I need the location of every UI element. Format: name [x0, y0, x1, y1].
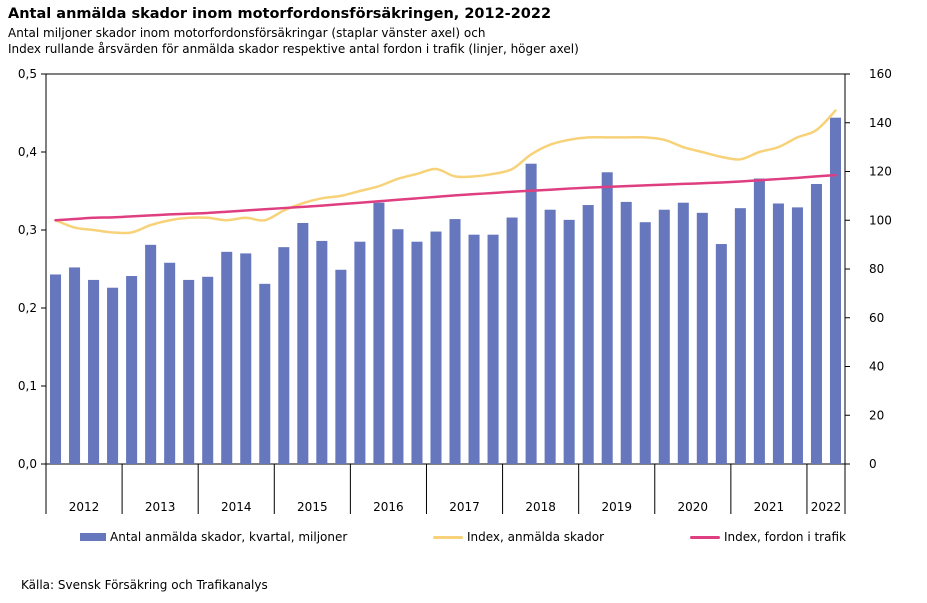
chart-area: 0,0 0,1 0,2 0,3 0,4 0,5 0 20 40 60 80 100 120 140 160 2… [18, 67, 892, 514]
legend-swatch-index-vehicles [690, 535, 720, 539]
bar [221, 251, 233, 464]
right-axis-tick-label: 160 [869, 67, 892, 81]
bar [335, 269, 347, 464]
bar [88, 279, 100, 464]
bar [354, 241, 366, 464]
bar [259, 283, 271, 464]
bar [449, 219, 461, 464]
right-axis-tick-label: 140 [869, 116, 892, 130]
bar [392, 229, 404, 464]
year-label: 2021 [754, 500, 785, 514]
legend-label-index-vehicles: Index, fordon i trafik [724, 530, 846, 544]
bar [202, 276, 214, 464]
legend-label-index-claims: Index, anmälda skador [467, 530, 605, 544]
bar [810, 183, 822, 465]
legend-item-claims-bars: Antal anmälda skador, kvartal, miljoner [80, 530, 347, 544]
bar [677, 202, 689, 464]
bar [240, 253, 252, 464]
year-label: 2012 [69, 500, 100, 514]
bar [753, 178, 765, 464]
bar [582, 205, 594, 465]
axes [41, 73, 850, 514]
legend-swatch-index-claims [433, 535, 463, 539]
legend-label-claims-bars: Antal anmälda skador, kvartal, miljoner [110, 530, 348, 544]
bar [772, 203, 784, 465]
bar [658, 209, 670, 464]
bar [411, 241, 423, 464]
bar [544, 209, 556, 464]
bar [601, 172, 613, 464]
bar [316, 240, 328, 464]
bar [373, 202, 385, 464]
bar [297, 222, 309, 464]
bar [145, 244, 157, 464]
year-label: 2015 [297, 500, 328, 514]
bar [506, 217, 518, 464]
right-axis-tick-label: 60 [869, 311, 884, 325]
line-index-vehicles [54, 173, 837, 222]
bar [639, 222, 651, 464]
legend-item-index-claims: Index, anmälda skador [433, 530, 604, 544]
bar [791, 207, 803, 464]
bar [278, 247, 290, 464]
right-axis-tick-label: 80 [869, 262, 884, 276]
legend-item-index-vehicles: Index, fordon i trafik [690, 530, 846, 544]
bar [107, 287, 119, 464]
bar [430, 231, 442, 464]
chart-subtitle-line1: Antal miljoner skador inom motorfordonsf… [8, 26, 486, 40]
year-label: 2017 [449, 500, 480, 514]
bar [734, 208, 746, 464]
chart-title: Antal anmälda skador inom motorfordonsfö… [8, 6, 552, 22]
legend-swatch-bar [80, 533, 106, 541]
bar [126, 276, 138, 464]
bar [69, 267, 81, 464]
year-label: 2013 [145, 500, 176, 514]
chart-subtitle-line2: Index rullande årsvärden för anmälda ska… [8, 42, 579, 56]
bar [525, 163, 537, 464]
year-label: 2014 [221, 500, 252, 514]
line-series [54, 109, 837, 235]
right-axis-tick-label: 100 [869, 213, 892, 227]
right-axis-tick-label: 0 [869, 457, 877, 471]
bar [620, 201, 632, 465]
right-axis-tick-label: 20 [869, 408, 884, 422]
left-axis-tick-label: 0,1 [18, 379, 37, 393]
left-axis-tick-label: 0,4 [18, 145, 37, 159]
year-label: 2018 [525, 500, 556, 514]
line-index-claims [54, 109, 837, 235]
left-axis-tick-label: 0,0 [18, 457, 37, 471]
year-label: 2022 [811, 500, 842, 514]
bar [487, 234, 499, 464]
bar [164, 262, 176, 464]
left-axis-tick-label: 0,5 [18, 67, 37, 81]
bar [829, 117, 842, 465]
bar [468, 234, 480, 464]
bar [696, 212, 708, 464]
right-axis-tick-label: 120 [869, 165, 892, 179]
bar-series [49, 117, 842, 465]
bar [715, 244, 727, 464]
year-label: 2019 [601, 500, 632, 514]
year-label: 2020 [678, 500, 709, 514]
source-note: Källa: Svensk Försäkring och Trafikanaly… [21, 578, 268, 592]
right-axis-tick-label: 40 [869, 360, 884, 374]
bar [183, 279, 195, 464]
year-label: 2016 [373, 500, 404, 514]
left-axis-tick-label: 0,2 [18, 301, 37, 315]
bar [49, 274, 62, 464]
bar [563, 219, 575, 464]
left-axis-tick-label: 0,3 [18, 223, 37, 237]
tick-labels: 0,0 0,1 0,2 0,3 0,4 0,5 0 20 40 60 80 100 120 140 160 2… [18, 67, 892, 514]
